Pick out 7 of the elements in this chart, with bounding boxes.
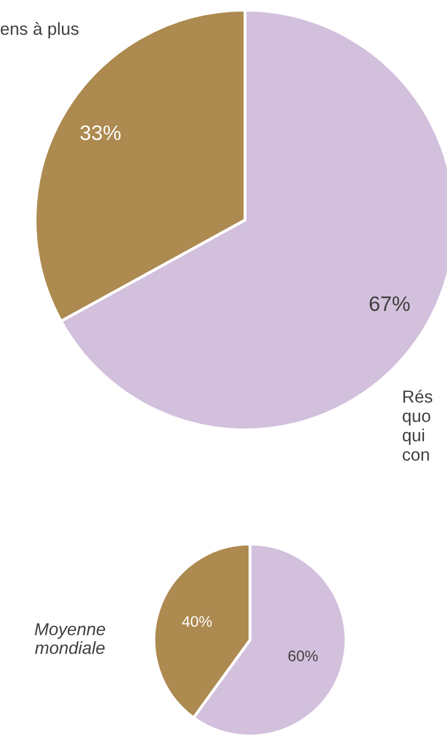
data-label: 60% — [288, 650, 318, 662]
data-label: 40% — [182, 616, 212, 627]
text: ens à plus — [0, 22, 79, 38]
text: Moyenne mondiale — [34, 623, 106, 654]
text: Rés quo qui con — [402, 390, 432, 461]
data-label: 33% — [80, 125, 121, 140]
data-label: 67% — [370, 296, 410, 312]
